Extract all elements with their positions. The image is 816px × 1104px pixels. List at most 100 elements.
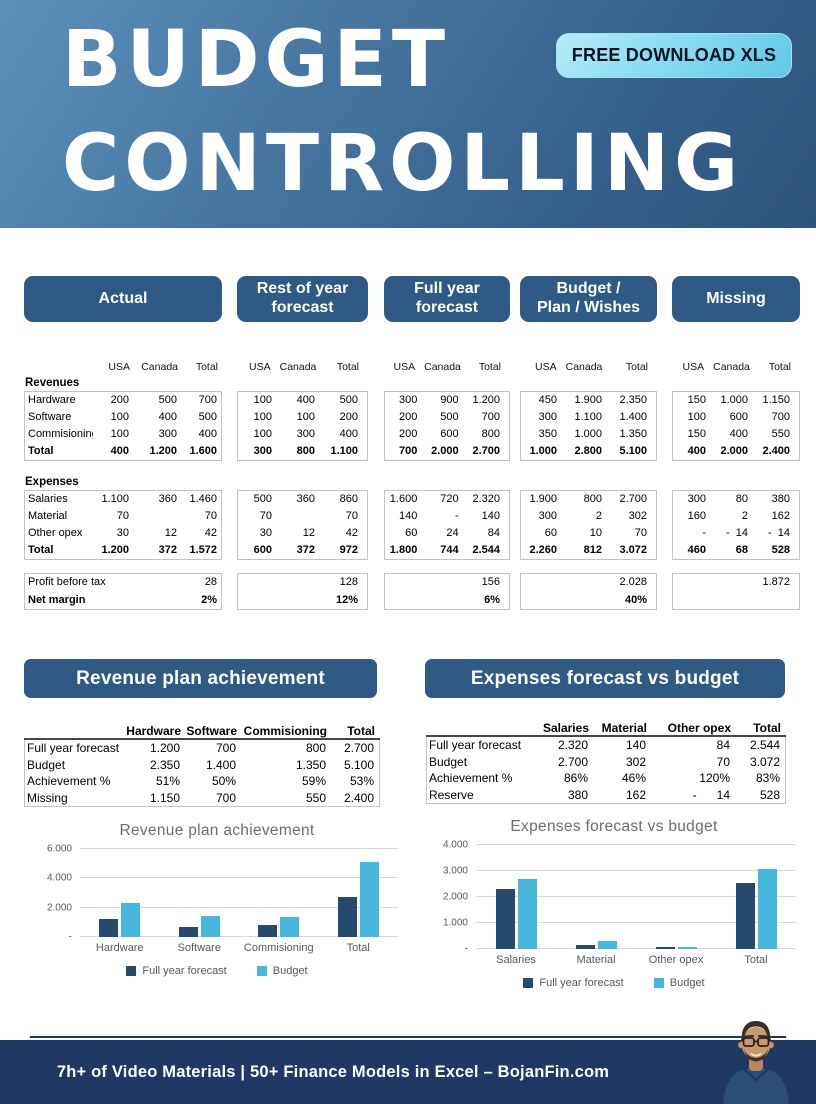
table-cell: 300 bbox=[296, 428, 315, 440]
table-cell: 300 bbox=[253, 445, 272, 457]
table-cell: 42 bbox=[204, 527, 217, 539]
table-cell: 156 bbox=[481, 576, 500, 588]
table-cell: 70 bbox=[634, 527, 647, 539]
table-cell: 2.800 bbox=[574, 445, 602, 457]
column-header-canada: Canada bbox=[141, 361, 178, 373]
summary-table-header-row: Salaries Material Other opex Total bbox=[426, 720, 786, 737]
footer-text: 7h+ of Video Materials | 50+ Finance Mod… bbox=[56, 1062, 610, 1081]
table-cell: 1.000 bbox=[529, 445, 557, 457]
bar-group bbox=[99, 849, 141, 937]
expenses-section-title: Expenses bbox=[25, 476, 79, 488]
table-cell: 2.700 bbox=[472, 445, 500, 457]
table-cell: 372 bbox=[158, 544, 177, 556]
table-cell: 500 bbox=[158, 394, 177, 406]
chart-x-axis-labels: Salaries Material Other opex Total bbox=[476, 954, 796, 966]
table-cell: 972 bbox=[339, 544, 358, 556]
table-row: 150 400 550 bbox=[673, 426, 799, 443]
table-row: Achievement % 51% 50% 59% 53% bbox=[25, 773, 379, 790]
table-cell: 150 bbox=[687, 394, 706, 406]
table-cell: 1.900 bbox=[574, 394, 602, 406]
chart-bars bbox=[476, 845, 796, 949]
table-row: - - 14 - 14 bbox=[673, 525, 799, 542]
table-cell: 200 bbox=[110, 394, 129, 406]
table-cell: 1.572 bbox=[189, 544, 217, 556]
page-title-line1: BUDGET bbox=[62, 15, 451, 105]
table-cell: 1.100 bbox=[101, 493, 129, 505]
table-cell: 162 bbox=[625, 787, 646, 802]
table-cell: 2.400 bbox=[343, 790, 374, 805]
row-label: Commisioning bbox=[28, 428, 93, 440]
table-cell: 700 bbox=[481, 411, 500, 423]
table-row: Budget 2.350 1.400 1.350 5.100 bbox=[25, 757, 379, 774]
column-header-spacer bbox=[24, 360, 94, 375]
table-cell: 600 bbox=[440, 428, 459, 440]
table-row: 1.000 2.800 5.100 bbox=[521, 443, 656, 460]
row-label: Budget bbox=[429, 754, 468, 769]
table-row: 1.900 800 2.700 bbox=[521, 491, 656, 508]
table-row: Budget 2.700 302 70 3.072 bbox=[427, 754, 785, 771]
table-cell: 1.400 bbox=[205, 757, 236, 772]
x-axis-label: Total bbox=[346, 942, 370, 954]
table-cell: 1.600 bbox=[389, 493, 418, 505]
table-cell: 12% bbox=[335, 593, 358, 606]
gridline bbox=[476, 948, 796, 949]
legend-item: Full year forecast bbox=[126, 965, 227, 977]
table-cell: - bbox=[702, 527, 706, 539]
table-row: 200 600 800 bbox=[385, 426, 509, 443]
page-title: BUDGET CONTROLLING bbox=[62, 8, 743, 216]
table-cell: 600 bbox=[253, 544, 272, 556]
table-cell: 720 bbox=[440, 493, 459, 505]
table-cell: 372 bbox=[296, 544, 315, 556]
scenario-header-rest-of-year: Rest of year forecast bbox=[237, 276, 368, 322]
free-download-button[interactable]: FREE DOWNLOAD XLS bbox=[556, 33, 792, 78]
table-cell: 12 bbox=[302, 527, 315, 539]
table-cell: 1.460 bbox=[189, 493, 217, 505]
column-headers: USA Canada Total bbox=[384, 360, 510, 375]
row-label: Net margin bbox=[28, 593, 86, 606]
table-row: 460 68 528 bbox=[673, 542, 799, 559]
table-cell: 128 bbox=[339, 576, 358, 588]
summary-table-body: Full year forecast 2.320 140 84 2.544 Budget 2… bbox=[426, 737, 786, 804]
row-label: Missing bbox=[27, 790, 68, 805]
table-cell: 2.000 bbox=[431, 445, 459, 457]
bar-budget bbox=[121, 902, 141, 937]
table-cell: - bbox=[454, 510, 459, 522]
revenues-table: 450 1.900 2.350 300 1.100 1.400 350 1.000 1.350 1… bbox=[520, 391, 657, 461]
table-row: 60 24 84 bbox=[385, 525, 509, 542]
table-cell: 302 bbox=[625, 754, 646, 769]
table-row: 1.800 744 2.544 bbox=[385, 542, 509, 559]
x-axis-label: Other opex bbox=[648, 954, 704, 966]
table-row: 70 70 bbox=[238, 508, 367, 525]
table-cell: 83% bbox=[755, 771, 780, 785]
expense-summary-table: Salaries Material Other opex Total Full yea… bbox=[426, 720, 786, 804]
legend-item: Budget bbox=[256, 965, 308, 977]
y-axis-tick-label: - bbox=[464, 943, 468, 955]
table-cell: 2% bbox=[201, 593, 217, 606]
column-header-total: Total bbox=[625, 361, 648, 373]
expenses-table: 500 360 860 70 70 30 12 42 600 372 972 bbox=[237, 490, 368, 560]
bar-full-year-forecast bbox=[655, 946, 675, 949]
table-cell: 28 bbox=[204, 576, 217, 588]
table-cell bbox=[281, 508, 324, 525]
table-cell: 140 bbox=[481, 510, 500, 522]
table-row: Software 100 400 500 bbox=[25, 409, 221, 426]
table-cell bbox=[733, 592, 799, 610]
bar-full-year-forecast bbox=[337, 897, 357, 937]
table-cell: 6% bbox=[484, 593, 500, 606]
table-cell: 1.800 bbox=[389, 544, 418, 556]
table-cell: 3.072 bbox=[619, 544, 647, 556]
table-row: 6% bbox=[385, 592, 509, 610]
column-header-usa: USA bbox=[249, 361, 271, 373]
table-cell: 1.000 bbox=[574, 428, 602, 440]
gridline bbox=[80, 848, 398, 849]
table-cell: 300 bbox=[398, 394, 418, 406]
table-row: 300 900 1.200 bbox=[385, 392, 509, 409]
table-cell: 5.100 bbox=[619, 445, 647, 457]
table-cell: 80 bbox=[735, 493, 748, 505]
row-label: Hardware bbox=[28, 394, 76, 406]
expenses-table: Salaries 1.100 360 1.460 Material 70 70 Other o… bbox=[24, 490, 222, 560]
table-cell: 700 bbox=[198, 394, 217, 406]
table-row: 12% bbox=[238, 592, 367, 610]
table-row: 100 100 200 bbox=[238, 409, 367, 426]
table-cell: 1.000 bbox=[720, 394, 748, 406]
